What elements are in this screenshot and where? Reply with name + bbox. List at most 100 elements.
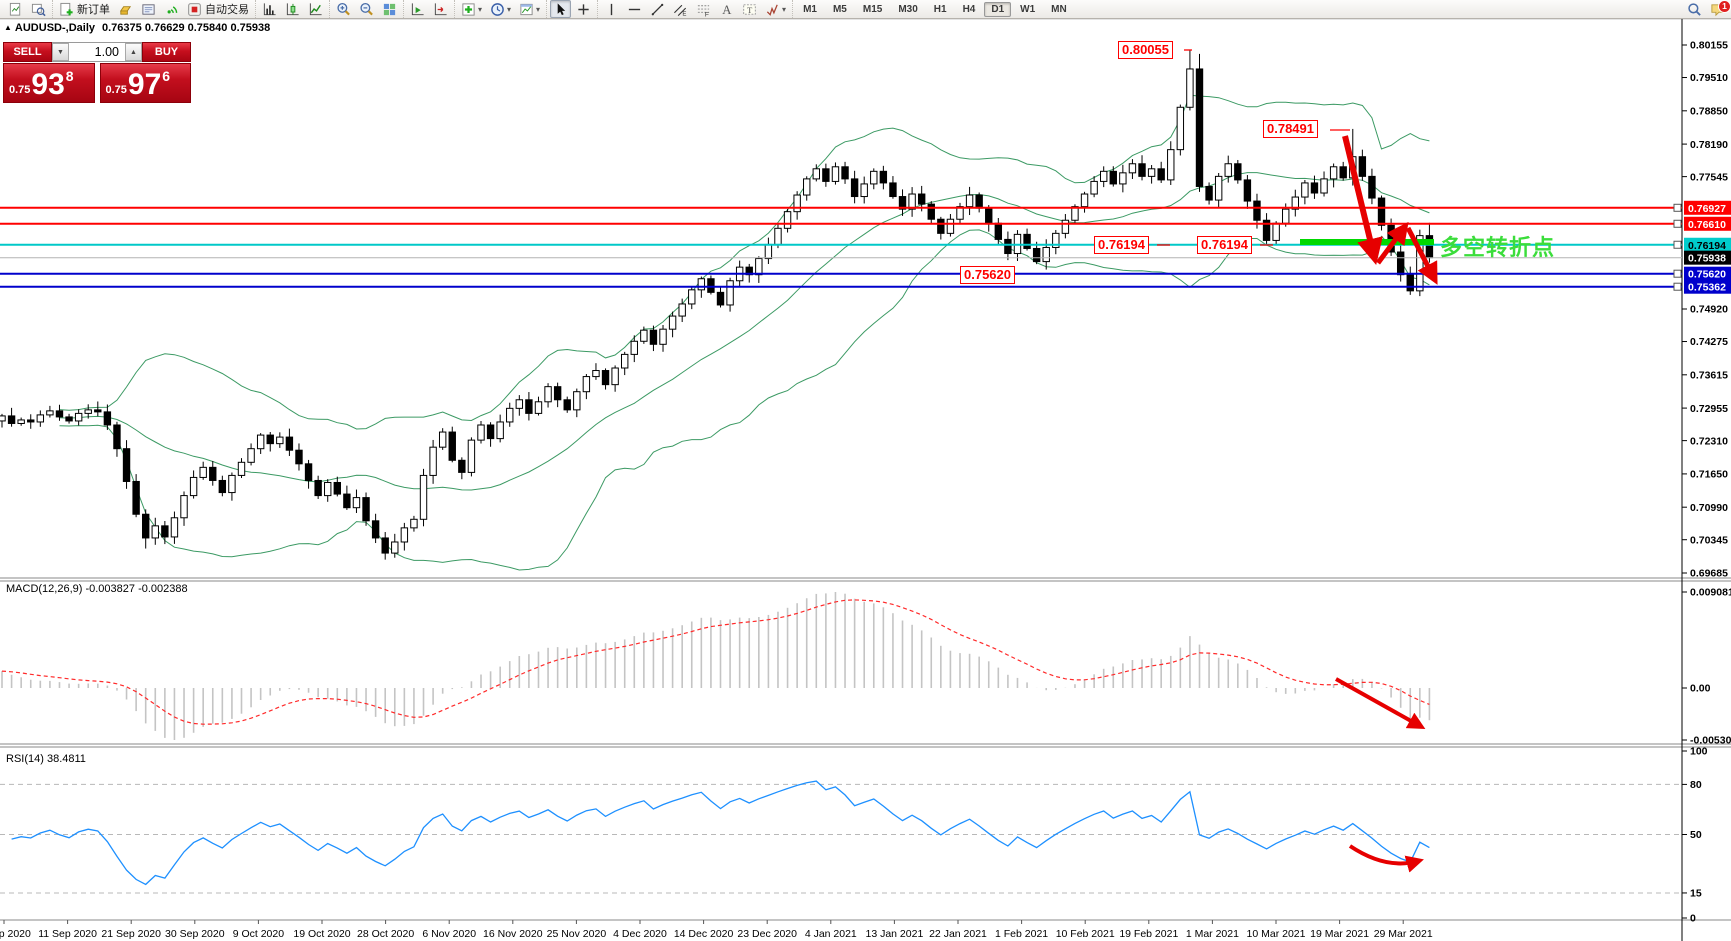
- chart-shift-button[interactable]: [430, 0, 451, 18]
- price-axis[interactable]: 0.80155 0.79510 0.78850 0.78190 0.77545 0.749…: [1673, 40, 1731, 580]
- rsi-pane: 100 80 50 15 0: [0, 746, 1708, 925]
- buy-price-prefix: 0.75: [105, 84, 127, 96]
- vline-button[interactable]: [601, 0, 622, 18]
- timeframe-M1[interactable]: M1: [803, 3, 817, 15]
- svg-text:19 Mar 2021: 19 Mar 2021: [1310, 928, 1369, 940]
- search-button[interactable]: [1687, 2, 1702, 17]
- chevron-down-icon[interactable]: ▾: [782, 4, 787, 14]
- bars-chart-button[interactable]: [259, 0, 280, 18]
- drawn-annotations[interactable]: [1157, 49, 1438, 873]
- price-tag-0.75620[interactable]: 0.75620: [960, 266, 1015, 284]
- volume-up-button[interactable]: ▲: [125, 43, 142, 61]
- turning-point-annotation[interactable]: 多空转折点: [1440, 235, 1556, 260]
- text-label-button[interactable]: T: [739, 0, 760, 18]
- toolbar-group: ▾ ▾ ▾: [454, 0, 546, 18]
- candle-chart-button[interactable]: [282, 0, 303, 18]
- svg-text:10 Feb 2021: 10 Feb 2021: [1056, 928, 1115, 940]
- signal-icon: [167, 5, 178, 13]
- new-order-icon: [60, 2, 73, 16]
- chevron-down-icon[interactable]: ▾: [478, 4, 483, 14]
- svg-text:T: T: [747, 4, 752, 14]
- chevron-down-icon[interactable]: ▾: [507, 4, 512, 14]
- level-lines[interactable]: [0, 206, 1682, 288]
- svg-text:0.72310: 0.72310: [1690, 435, 1728, 447]
- text-button[interactable]: A: [716, 0, 737, 18]
- svg-text:0.72955: 0.72955: [1690, 403, 1728, 415]
- svg-text:0.80155: 0.80155: [1690, 40, 1728, 52]
- timeframe-M30[interactable]: M30: [898, 3, 918, 15]
- templates-button[interactable]: ▾: [516, 0, 543, 18]
- chat-button[interactable]: 1: [1710, 0, 1731, 17]
- svg-text:0.76194: 0.76194: [1688, 240, 1726, 252]
- shapes-icon: [766, 4, 778, 16]
- price-tag-0.76194-right[interactable]: 0.76194: [1197, 236, 1252, 254]
- channel-button[interactable]: E: [670, 0, 691, 18]
- chevron-down-icon[interactable]: ▾: [536, 4, 541, 14]
- autotrade-icon: [188, 2, 201, 16]
- text-label-icon: T: [743, 3, 756, 14]
- timeframe-W1[interactable]: W1: [1020, 3, 1036, 15]
- toolbar-group: [255, 0, 329, 18]
- timeframe-M15[interactable]: M15: [862, 3, 883, 15]
- timeframe-D1[interactable]: D1: [984, 1, 1012, 17]
- crosshair-button[interactable]: [573, 0, 594, 18]
- ohlc-values: 0.76375 0.76629 0.75840 0.75938: [102, 22, 271, 34]
- sell-price-prefix: 0.75: [9, 84, 31, 96]
- line-chart-button[interactable]: [305, 0, 326, 18]
- svg-text:0.74275: 0.74275: [1690, 336, 1728, 348]
- date-axis[interactable]: 2 Sep 2020 11 Sep 2020 21 Sep 2020 30 Sep 2…: [0, 920, 1433, 940]
- autotrade-label: 自动交易: [205, 4, 249, 16]
- sell-button[interactable]: SELL: [3, 42, 52, 62]
- svg-text:13 Jan 2021: 13 Jan 2021: [865, 928, 923, 940]
- up-arrow: [1375, 221, 1409, 265]
- new-order-label: 新订单: [77, 4, 110, 16]
- hline-button[interactable]: [624, 0, 645, 18]
- svg-text:0.00: 0.00: [1690, 683, 1711, 695]
- new-order-button[interactable]: 新订单: [56, 0, 113, 18]
- buy-price-button[interactable]: 0.75 97 6: [99, 63, 191, 103]
- svg-text:23 Dec 2020: 23 Dec 2020: [737, 928, 797, 940]
- news-icon: [142, 3, 155, 15]
- volume-down-button[interactable]: ▼: [52, 43, 69, 61]
- svg-text:30 Sep 2020: 30 Sep 2020: [165, 928, 225, 940]
- news-button[interactable]: [138, 0, 159, 18]
- svg-text:0.76610: 0.76610: [1688, 219, 1726, 231]
- periods-button[interactable]: ▾: [487, 0, 514, 18]
- auto-scroll-button[interactable]: [407, 0, 428, 18]
- new-chart-button[interactable]: [5, 0, 26, 18]
- svg-text:0.75938: 0.75938: [1688, 253, 1726, 265]
- fibonacci-button[interactable]: F: [693, 0, 714, 18]
- autotrade-button[interactable]: 自动交易: [184, 0, 252, 18]
- trendline-button[interactable]: [647, 0, 668, 18]
- svg-text:1 Mar 2021: 1 Mar 2021: [1186, 928, 1239, 940]
- down-arrow-1: [1342, 135, 1383, 265]
- tile-windows-icon: [383, 3, 396, 15]
- gold-button[interactable]: [115, 0, 136, 18]
- timeframe-H1[interactable]: H1: [933, 3, 947, 15]
- zoom-out-button[interactable]: [356, 0, 377, 18]
- sell-price-button[interactable]: 0.75 93 8: [3, 63, 95, 103]
- cursor-button[interactable]: [550, 0, 572, 18]
- profiles-button[interactable]: [28, 0, 49, 18]
- shapes-button[interactable]: ▾: [762, 0, 789, 18]
- svg-text:29 Mar 2021: 29 Mar 2021: [1374, 928, 1433, 940]
- trendline-icon: [651, 3, 664, 15]
- profiles-icon: [31, 3, 46, 16]
- indicators-button[interactable]: ▾: [458, 0, 485, 18]
- zoom-in-button[interactable]: [333, 0, 354, 18]
- buy-button[interactable]: BUY: [142, 42, 191, 62]
- price-tag-0.78491[interactable]: 0.78491: [1263, 120, 1318, 138]
- tile-windows-button[interactable]: [379, 0, 400, 18]
- one-click-trade-panel: SELL ▼ ▲ BUY 0.75 93 8 0.75 97 6: [3, 42, 191, 103]
- price-tag-0.80055[interactable]: 0.80055: [1118, 41, 1173, 59]
- signal-button[interactable]: [161, 0, 182, 18]
- timeframe-MN[interactable]: MN: [1051, 3, 1067, 15]
- timeframe-M5[interactable]: M5: [832, 3, 847, 15]
- candles: [0, 50, 1434, 560]
- timeframe-H4[interactable]: H4: [962, 3, 976, 15]
- svg-text:11 Sep 2020: 11 Sep 2020: [38, 928, 97, 940]
- symbol-period-label: AUDUSD-,Daily: [14, 22, 95, 34]
- volume-input[interactable]: [69, 43, 125, 61]
- price-tag-0.76194-left[interactable]: 0.76194: [1094, 236, 1149, 254]
